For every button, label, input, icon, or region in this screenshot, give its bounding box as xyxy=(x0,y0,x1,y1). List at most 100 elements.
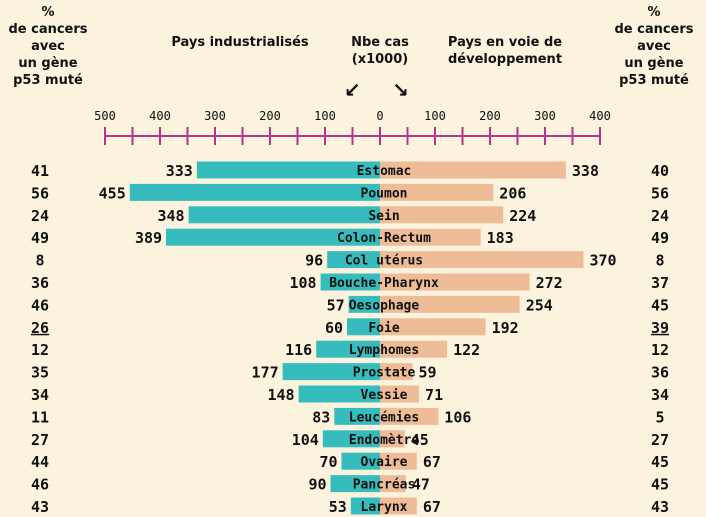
pct-developing: 24 xyxy=(651,207,669,225)
value-label-developing: 122 xyxy=(453,341,480,359)
category-label: Pancréas xyxy=(353,478,416,493)
pct-industrialized: 8 xyxy=(35,252,44,270)
bar-industrialized xyxy=(322,430,380,448)
category-label: Vessie xyxy=(361,388,408,403)
pct-industrialized: 46 xyxy=(31,296,49,314)
value-label-developing: 183 xyxy=(487,229,514,247)
pct-developing: 37 xyxy=(651,274,669,292)
pct-industrialized: 27 xyxy=(31,431,49,449)
category-label: Endomètre xyxy=(349,433,420,448)
value-label-developing: 45 xyxy=(411,431,429,449)
arrow-right-icon: ↘ xyxy=(392,78,409,102)
category-label: Sein xyxy=(368,209,399,224)
value-label-industrialized: 389 xyxy=(135,229,162,247)
value-label-developing: 224 xyxy=(509,207,536,225)
bar-industrialized xyxy=(334,407,380,425)
value-label-developing: 206 xyxy=(499,184,526,202)
pct-industrialized: 36 xyxy=(31,274,49,292)
value-label-developing: 254 xyxy=(526,296,553,314)
bar-industrialized xyxy=(166,228,380,246)
value-label-industrialized: 96 xyxy=(305,252,323,270)
category-label: Ovaire xyxy=(361,455,408,470)
pct-developing: 56 xyxy=(651,184,669,202)
tick-label: 200 xyxy=(479,109,501,123)
pct-developing: 45 xyxy=(651,296,669,314)
bar-industrialized xyxy=(298,385,380,403)
pct-developing: 40 xyxy=(651,162,669,180)
bar-industrialized xyxy=(330,475,380,493)
bar-industrialized xyxy=(196,161,380,179)
value-label-industrialized: 348 xyxy=(158,207,185,225)
value-label-industrialized: 83 xyxy=(312,408,330,426)
category-label: Poumon xyxy=(361,186,408,201)
value-label-industrialized: 333 xyxy=(166,162,193,180)
pct-industrialized: 11 xyxy=(31,408,49,426)
bar-industrialized xyxy=(348,295,380,313)
bar-developing xyxy=(380,318,486,336)
pct-industrialized: 12 xyxy=(31,341,49,359)
value-label-industrialized: 53 xyxy=(329,498,347,516)
bar-developing xyxy=(380,340,448,358)
bar-developing xyxy=(380,497,417,515)
value-label-developing: 59 xyxy=(418,364,436,382)
value-label-industrialized: 60 xyxy=(325,319,343,337)
bar-industrialized xyxy=(316,340,380,358)
category-label: Larynx xyxy=(361,500,408,515)
pct-developing: 8 xyxy=(655,252,664,270)
category-label: Estomac xyxy=(357,164,412,179)
bar-developing xyxy=(380,251,584,269)
value-label-developing: 338 xyxy=(572,162,599,180)
tick-label: 400 xyxy=(149,109,171,123)
left-percent-header: % de cancers avec un gène p53 muté xyxy=(8,5,88,88)
pct-developing: 27 xyxy=(651,431,669,449)
bar-developing xyxy=(380,183,494,201)
bar-developing xyxy=(380,206,504,224)
bar-industrialized xyxy=(129,183,380,201)
pct-industrialized: 43 xyxy=(31,498,49,516)
value-label-industrialized: 177 xyxy=(252,364,279,382)
value-label-developing: 67 xyxy=(423,498,441,516)
value-label-developing: 106 xyxy=(444,408,471,426)
value-label-developing: 272 xyxy=(536,274,563,292)
tick-label: 500 xyxy=(94,109,116,123)
pct-industrialized: 49 xyxy=(31,229,49,247)
value-label-industrialized: 108 xyxy=(290,274,317,292)
tick-label: 200 xyxy=(259,109,281,123)
tick-label: 300 xyxy=(204,109,226,123)
category-label: Col utérus xyxy=(345,254,423,269)
pct-industrialized: 46 xyxy=(31,476,49,494)
pct-developing: 49 xyxy=(651,229,669,247)
pct-industrialized: 56 xyxy=(31,184,49,202)
industrialized-header: Pays industrialisés xyxy=(171,35,309,50)
pct-developing: 5 xyxy=(655,408,664,426)
value-label-developing: 67 xyxy=(423,453,441,471)
bar-developing xyxy=(380,430,405,448)
developing-header: Pays en voie de développement xyxy=(447,35,563,67)
category-label: Bouche-Pharynx xyxy=(329,276,439,291)
pct-developing: 45 xyxy=(651,476,669,494)
value-label-developing: 71 xyxy=(425,386,443,404)
pct-industrialized: 41 xyxy=(31,162,49,180)
value-label-industrialized: 70 xyxy=(319,453,337,471)
tick-label: 300 xyxy=(534,109,556,123)
cases-header: Nbe cas (x1000) xyxy=(351,35,409,67)
bar-developing xyxy=(380,161,566,179)
pct-developing: 43 xyxy=(651,498,669,516)
bar-industrialized xyxy=(341,452,380,470)
pct-developing: 45 xyxy=(651,453,669,471)
value-label-industrialized: 455 xyxy=(99,184,126,202)
bar-developing xyxy=(380,273,530,291)
bar-industrialized xyxy=(327,251,380,269)
bar-developing xyxy=(380,385,420,403)
pct-industrialized: 34 xyxy=(31,386,49,404)
pct-developing: 34 xyxy=(651,386,669,404)
pct-industrialized: 44 xyxy=(31,453,49,471)
value-label-industrialized: 104 xyxy=(292,431,319,449)
bar-industrialized xyxy=(282,363,380,381)
category-label: Colon-Rectum xyxy=(337,231,431,246)
category-label: Leucémies xyxy=(349,410,419,425)
value-label-developing: 47 xyxy=(412,476,430,494)
bar-industrialized xyxy=(188,206,380,224)
pct-industrialized: 26 xyxy=(31,319,49,337)
